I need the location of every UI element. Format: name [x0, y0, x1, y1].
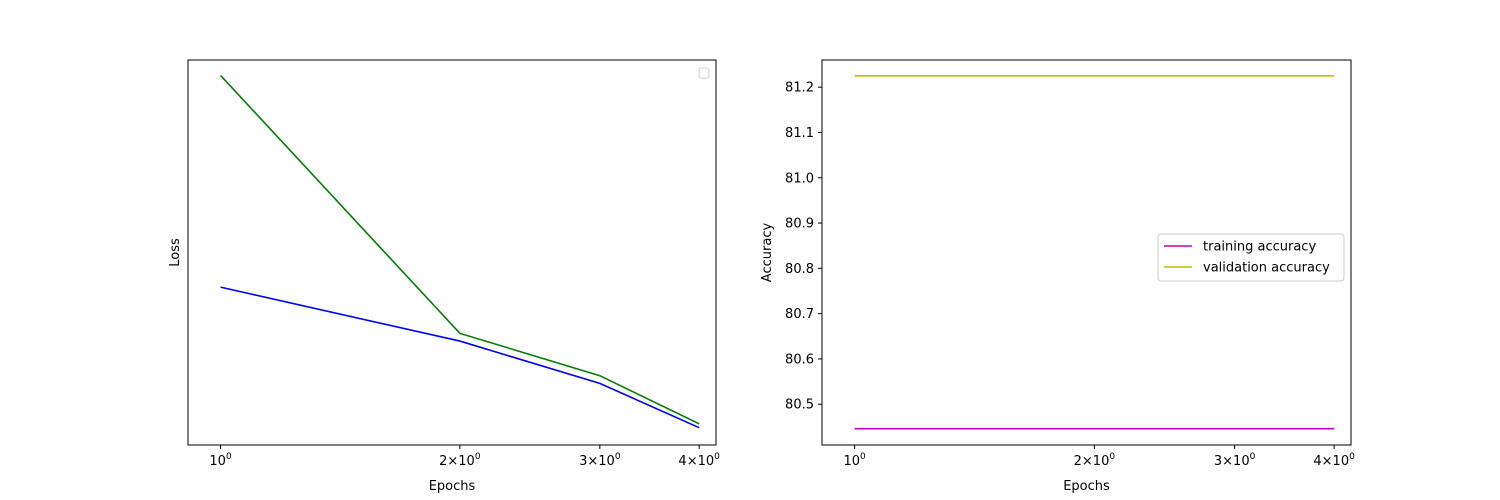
x-tick-label: 100	[843, 452, 866, 469]
y-tick-label: 80.9	[785, 217, 814, 232]
accuracy-y-ticks: 80.5 80.6 80.7 80.8 80.9 81.0 81.1 81.2	[785, 81, 822, 413]
loss-x-ticks: 100 2×100 3×100 4×100	[209, 445, 720, 469]
x-tick-label: 4×100	[1313, 452, 1355, 469]
loss-legend-box	[698, 67, 710, 79]
x-tick-label: 4×100	[678, 452, 720, 469]
y-tick-label: 80.7	[785, 307, 814, 322]
accuracy-x-axis-label: Epochs	[1063, 479, 1110, 494]
x-tick-label: 100	[209, 452, 232, 469]
loss-x-axis-label: Epochs	[429, 479, 476, 494]
accuracy-legend-box	[1157, 233, 1345, 282]
accuracy-y-axis-label: Accuracy	[760, 223, 775, 283]
x-tick-label: 2×100	[439, 452, 481, 469]
x-tick-label: 2×100	[1074, 452, 1116, 469]
y-tick-label: 81.0	[785, 171, 814, 186]
accuracy-plot-frame	[821, 59, 1352, 446]
x-tick-label: 3×100	[579, 452, 621, 469]
loss-y-axis-label: Loss	[168, 238, 183, 267]
legend-label-validation-accuracy: validation accuracy	[1203, 261, 1330, 276]
loss-series-1-line	[219, 74, 700, 425]
loss-chart: 100 2×100 3×100 4×100 Epochs Loss	[168, 59, 720, 494]
accuracy-series-lines	[854, 75, 1335, 430]
loss-plot-frame	[187, 59, 717, 446]
loss-series-0-line	[220, 286, 700, 429]
y-tick-label: 80.6	[785, 352, 814, 367]
y-tick-label: 80.5	[785, 398, 814, 413]
legend-label-training-accuracy: training accuracy	[1203, 240, 1316, 255]
accuracy-chart: 100 2×100 3×100 4×100 80.580.680.780.880.98…	[760, 59, 1355, 494]
accuracy-x-ticks: 100 2×100 3×100 4×100	[843, 445, 1355, 469]
accuracy-legend: training accuracy validation accuracy	[1157, 233, 1345, 282]
y-tick-label: 80.8	[785, 262, 814, 277]
y-tick-label: 81.2	[785, 81, 814, 96]
y-tick-label: 81.1	[785, 126, 814, 141]
loss-series-lines	[219, 74, 700, 429]
x-tick-label: 3×100	[1214, 452, 1256, 469]
